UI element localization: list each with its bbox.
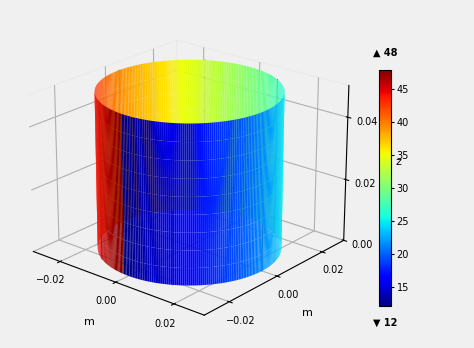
- Text: ▲ 48: ▲ 48: [373, 48, 397, 58]
- Y-axis label: m: m: [302, 308, 313, 318]
- Text: ▼ 12: ▼ 12: [373, 318, 397, 328]
- X-axis label: m: m: [84, 317, 95, 326]
